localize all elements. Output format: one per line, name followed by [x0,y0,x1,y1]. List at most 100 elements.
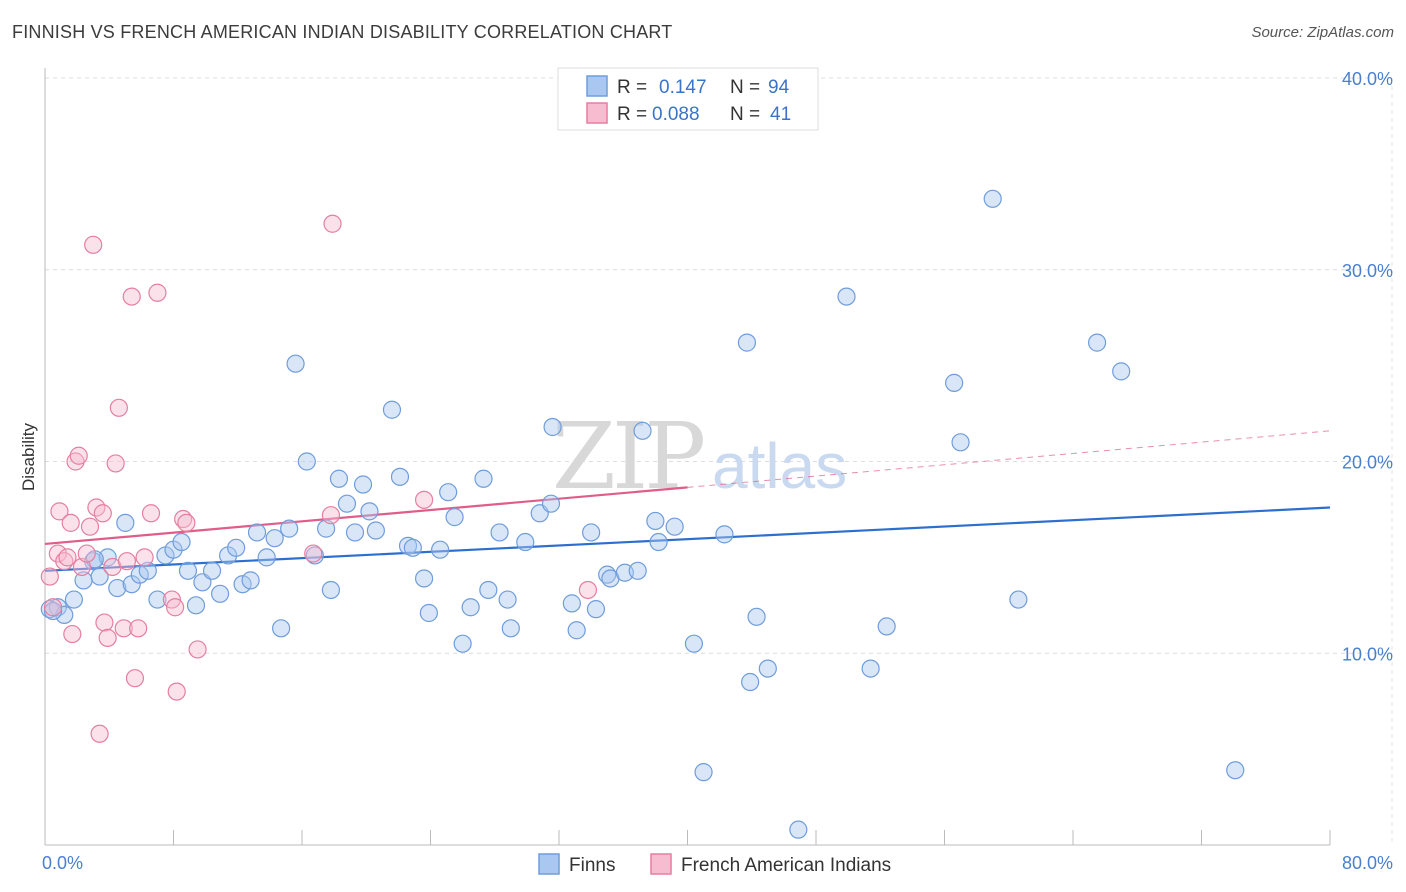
point-finns-86 [951,433,970,452]
point-finns-56 [498,590,517,609]
point-finns-6 [90,567,109,586]
legend-r-value-finns: 0.147 [659,77,707,98]
point-finns-88 [1009,590,1028,609]
point-finns-27 [257,548,276,567]
point-finns-30 [280,519,299,538]
point-finns-65 [586,600,606,619]
point-finns-13 [148,590,167,609]
point-finns-34 [316,519,336,538]
point-fai-21 [109,398,128,417]
point-finns-35 [321,580,341,600]
legend-n-value-fai: 41 [770,104,791,125]
point-finns-57 [501,619,520,638]
point-finns-12 [138,561,157,580]
point-finns-39 [353,475,373,494]
point-finns-60 [541,494,561,513]
point-fai-10 [72,557,92,577]
point-finns-54 [479,580,498,600]
point-fai-20 [106,454,125,473]
point-finns-42 [382,400,402,419]
point-fai-24 [122,287,141,306]
legend-r-label-finns: R = [617,77,647,98]
point-fai-5 [58,548,77,567]
y-axis-label: Disability [19,422,38,491]
watermark-atlas: atlas [712,430,847,502]
correlation-legend: R = 0.147 N = 94 R = 0.088 N = 41 [557,67,819,131]
bottom-legend-label-fai: French American Indians [681,855,891,876]
point-finns-26 [247,523,267,542]
x-tick-label-0: 0.0% [42,853,83,873]
point-finns-69 [628,561,647,580]
point-finns-53 [474,469,493,488]
point-finns-72 [649,532,668,552]
point-finns-3 [64,590,84,609]
point-finns-79 [747,607,766,626]
point-finns-40 [360,502,379,521]
point-finns-50 [445,508,464,527]
point-finns-43 [390,467,410,486]
point-fai-17 [95,613,114,632]
legend-n-label-fai: N = [730,104,760,125]
point-fai-1 [43,598,63,617]
point-finns-25 [241,571,260,590]
point-finns-63 [567,621,586,640]
x-tick-labels: 0.0% 80.0% [42,853,1393,873]
point-finns-37 [337,494,357,513]
point-fai-29 [148,283,167,302]
y-tick-label-1: 20.0% [1342,453,1393,473]
point-finns-18 [186,596,206,615]
legend-n-value-finns: 94 [768,77,790,98]
point-finns-48 [431,540,450,559]
point-finns-75 [694,763,713,782]
series-legend: Finns French American Indians [538,853,891,876]
chart-title: FINNISH VS FRENCH AMERICAN INDIAN DISABI… [12,22,673,42]
point-fai-18 [98,628,117,648]
point-finns-31 [286,354,305,373]
point-fai-12 [80,517,100,536]
point-fai-8 [66,452,85,471]
point-fai-7 [63,624,82,644]
point-finns-17 [178,561,198,580]
legend-r-label-fai: R = [617,104,647,125]
point-fai-37 [321,506,341,525]
point-finns-76 [715,525,734,544]
point-fai-28 [141,504,161,523]
point-fai-35 [188,640,207,659]
point-finns-58 [516,532,535,552]
point-finns-52 [461,598,480,617]
point-finns-85 [945,373,964,392]
point-fai-40 [578,580,598,600]
point-fai-22 [114,619,133,638]
bottom-legend-swatch-finns [538,853,560,875]
point-finns-78 [741,672,760,692]
point-fai-26 [129,619,148,638]
point-fai-0 [40,567,59,586]
y-tick-label-2: 30.0% [1342,261,1393,281]
axes [44,68,1331,846]
point-finns-74 [684,634,704,653]
point-finns-41 [366,521,385,540]
point-finns-45 [403,538,422,557]
point-finns-71 [646,511,665,531]
point-finns-84 [877,617,896,636]
point-fai-31 [166,598,185,617]
point-finns-28 [265,529,284,548]
point-finns-16 [172,532,191,552]
legend-n-label-finns: N = [730,77,760,98]
source-label: Source: ZipAtlas.com [1251,24,1394,41]
watermark: ZIP atlas [552,403,847,510]
point-fai-16 [93,504,112,523]
y-tick-labels: 10.0% 20.0% 30.0% 40.0% [1342,69,1393,664]
point-finns-55 [490,523,509,542]
point-finns-89 [1087,333,1107,352]
y-tick-label-0: 10.0% [1342,644,1393,664]
point-fai-27 [135,548,154,567]
point-finns-87 [983,189,1002,208]
point-fai-32 [167,682,186,701]
trendline-solid-1 [44,486,688,546]
point-fai-15 [90,724,109,743]
watermark-zip: ZIP [552,403,703,510]
point-finns-90 [1112,362,1131,381]
point-finns-81 [789,820,808,839]
